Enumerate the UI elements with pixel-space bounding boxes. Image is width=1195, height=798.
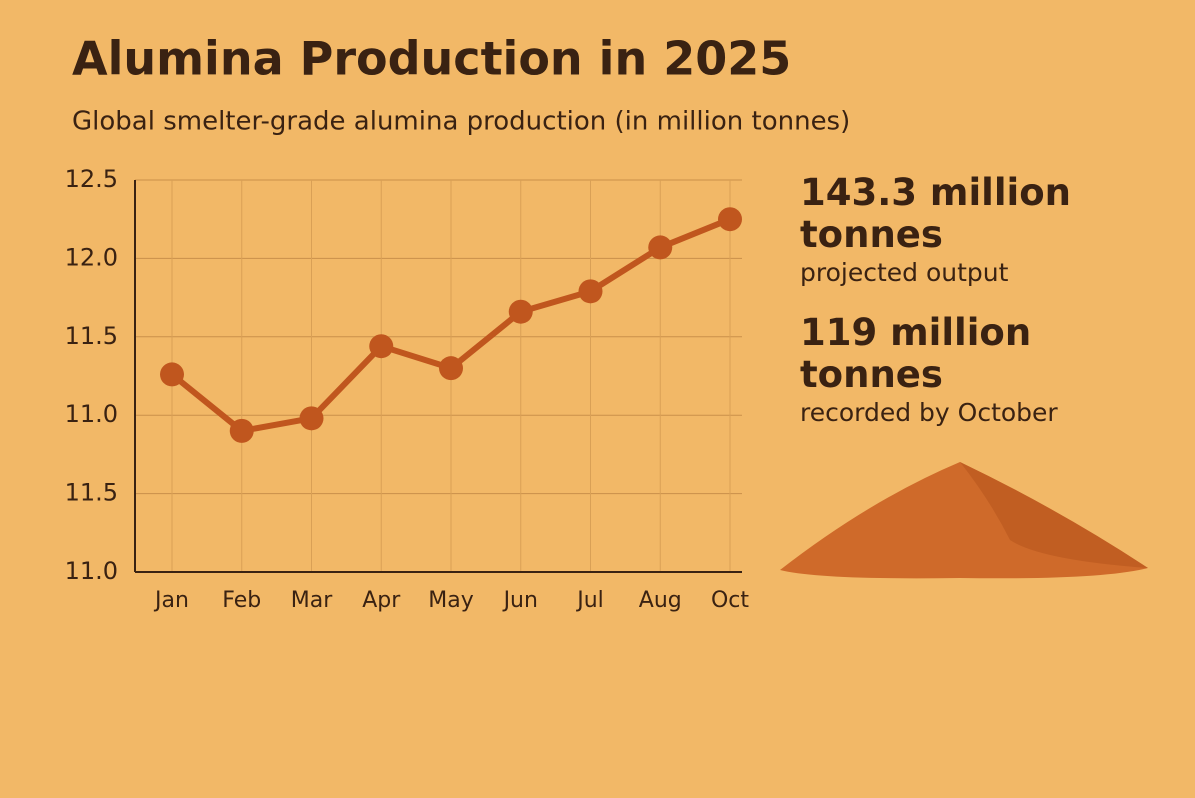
data-point <box>718 207 742 232</box>
annotation-headline: 143.3 million tonnes <box>800 171 1071 256</box>
data-point <box>508 299 533 324</box>
chart-title: Alumina Production in 2025 <box>72 32 791 86</box>
y-tick-label: 11.0 <box>65 400 118 428</box>
data-point <box>369 334 394 359</box>
y-tick-label: 11.5 <box>65 322 118 350</box>
x-tick-label: Jan <box>153 588 189 613</box>
annotation-headline: 119 million tonnes <box>800 311 1032 396</box>
y-tick-label: 11.5 <box>65 479 118 507</box>
data-point <box>578 279 603 304</box>
annotation-caption: recorded by October <box>800 398 1058 427</box>
annotation: 119 million tonnes recorded by October <box>800 312 1180 430</box>
y-tick-label: 11.0 <box>65 557 118 585</box>
x-tick-label: Apr <box>362 588 401 613</box>
data-point <box>229 418 254 443</box>
pile-shade <box>960 462 1148 568</box>
y-tick-label: 12.5 <box>65 165 118 193</box>
pile <box>780 462 1148 579</box>
x-tick-label: Oct <box>711 588 749 613</box>
data-point <box>648 235 673 260</box>
x-tick-label: Aug <box>639 588 682 613</box>
x-tick-label: Jun <box>502 588 538 613</box>
annotation-caption: projected output <box>800 258 1009 287</box>
x-tick-label: May <box>428 588 473 613</box>
y-tick-label: 12.0 <box>65 243 118 271</box>
data-point <box>299 406 324 431</box>
x-tick-label: Feb <box>222 588 261 613</box>
data-point <box>439 356 463 381</box>
x-tick-label: Mar <box>291 588 333 613</box>
x-tick-label: Jul <box>575 588 604 613</box>
annotation: 143.3 million tonnes projected output <box>800 172 1180 290</box>
chart-subtitle: Global smelter-grade alumina production … <box>72 107 850 137</box>
data-point <box>160 362 184 387</box>
